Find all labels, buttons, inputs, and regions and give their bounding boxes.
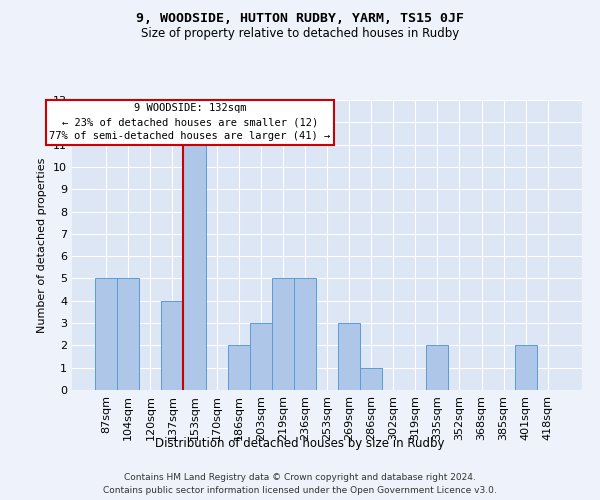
Text: 9, WOODSIDE, HUTTON RUDBY, YARM, TS15 0JF: 9, WOODSIDE, HUTTON RUDBY, YARM, TS15 0J… xyxy=(136,12,464,26)
Bar xyxy=(161,301,184,390)
Bar xyxy=(360,368,382,390)
Text: Contains HM Land Registry data © Crown copyright and database right 2024.: Contains HM Land Registry data © Crown c… xyxy=(124,472,476,482)
Bar xyxy=(184,144,206,390)
Bar xyxy=(272,278,294,390)
Bar xyxy=(338,323,360,390)
Bar xyxy=(294,278,316,390)
Text: Distribution of detached houses by size in Rudby: Distribution of detached houses by size … xyxy=(155,438,445,450)
Text: Size of property relative to detached houses in Rudby: Size of property relative to detached ho… xyxy=(141,28,459,40)
Bar xyxy=(427,346,448,390)
Text: 9 WOODSIDE: 132sqm
← 23% of detached houses are smaller (12)
77% of semi-detache: 9 WOODSIDE: 132sqm ← 23% of detached hou… xyxy=(49,104,331,142)
Bar xyxy=(250,323,272,390)
Bar xyxy=(117,278,139,390)
Bar xyxy=(95,278,117,390)
Bar xyxy=(227,346,250,390)
Y-axis label: Number of detached properties: Number of detached properties xyxy=(37,158,47,332)
Text: Contains public sector information licensed under the Open Government Licence v3: Contains public sector information licen… xyxy=(103,486,497,495)
Bar xyxy=(515,346,537,390)
